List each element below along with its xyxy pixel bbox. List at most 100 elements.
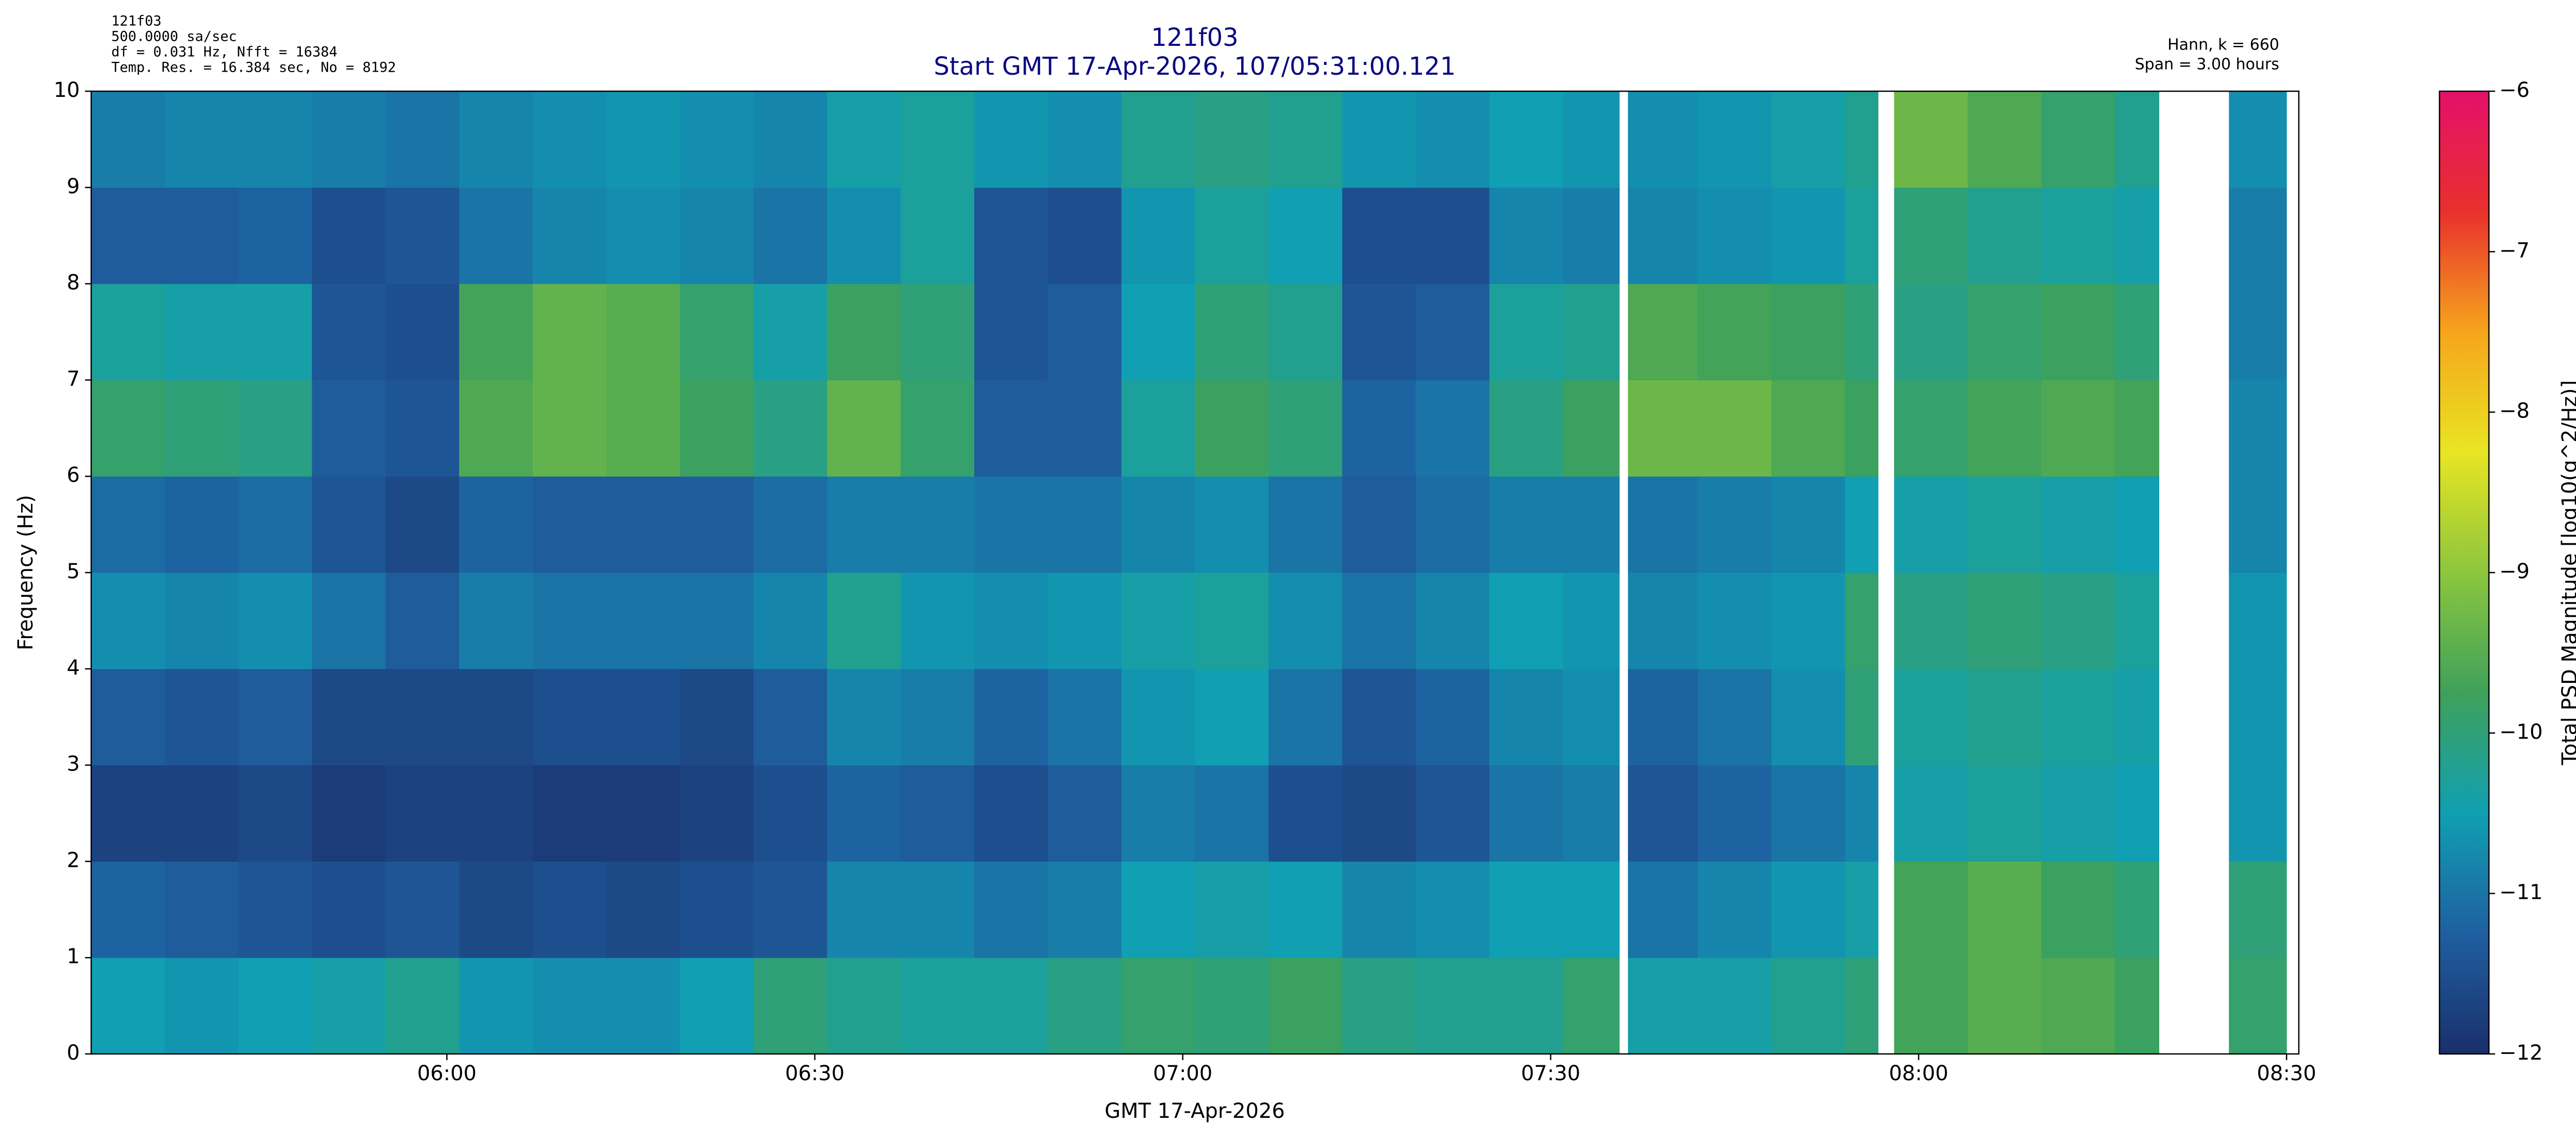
heatmap-cell bbox=[1563, 668, 1620, 766]
heatmap-cell bbox=[238, 958, 312, 1054]
heatmap-cell bbox=[680, 573, 754, 669]
heatmap-cell bbox=[1268, 476, 1343, 573]
heatmap-cell bbox=[1845, 476, 1878, 573]
heatmap-cell bbox=[2229, 765, 2287, 862]
heatmap-cell bbox=[1195, 573, 1269, 669]
heatmap-cell bbox=[1894, 958, 1968, 1054]
heatmap-cell bbox=[533, 380, 607, 477]
heatmap-cell bbox=[1698, 958, 1772, 1054]
x-tick-label: 07:00 bbox=[1153, 1062, 1212, 1085]
heatmap-cell bbox=[974, 283, 1048, 380]
heatmap-cell bbox=[1563, 573, 1620, 669]
heatmap-cell bbox=[1698, 668, 1772, 766]
heatmap-cell bbox=[238, 91, 312, 188]
heatmap-cell bbox=[1698, 476, 1772, 573]
heatmap-cell bbox=[1894, 861, 1968, 958]
heatmap-cell bbox=[974, 573, 1048, 669]
heatmap-cell bbox=[974, 958, 1048, 1054]
heatmap-cell bbox=[680, 187, 754, 284]
heatmap-cell bbox=[1121, 91, 1195, 188]
heatmap-cell bbox=[1771, 668, 1845, 766]
heatmap-cell bbox=[680, 668, 754, 766]
heatmap-cell bbox=[753, 187, 827, 284]
colorbar-tick-label: −7 bbox=[2499, 239, 2530, 262]
heatmap-cell bbox=[1771, 573, 1845, 669]
heatmap-cell bbox=[827, 668, 901, 766]
heatmap-cell bbox=[1047, 380, 1122, 477]
heatmap-cell bbox=[2229, 380, 2287, 477]
heatmap-cell bbox=[753, 283, 827, 380]
x-tick-label: 08:30 bbox=[2257, 1062, 2316, 1085]
heatmap-cell bbox=[1121, 861, 1195, 958]
heatmap-cell bbox=[1845, 380, 1878, 477]
heatmap-cell bbox=[2041, 91, 2115, 188]
heatmap-cell bbox=[1416, 283, 1490, 380]
colorbar-tick-label: −6 bbox=[2499, 78, 2530, 102]
heatmap-cell bbox=[1416, 187, 1490, 284]
heatmap-cell bbox=[1628, 573, 1699, 669]
y-tick-label: 4 bbox=[67, 656, 80, 680]
colorbar-tick-label: −8 bbox=[2499, 399, 2530, 423]
heatmap-cell bbox=[1563, 765, 1620, 862]
heatmap-cell bbox=[1489, 668, 1564, 766]
heatmap-cell bbox=[238, 573, 312, 669]
heatmap-cell bbox=[1342, 765, 1416, 862]
heatmap-cell bbox=[1047, 765, 1122, 862]
heatmap-cell bbox=[533, 573, 607, 669]
heatmap-cell bbox=[827, 861, 901, 958]
heatmap-cell bbox=[1563, 958, 1620, 1054]
heatmap-cell bbox=[1698, 380, 1772, 477]
y-tick-label: 3 bbox=[67, 752, 80, 776]
heatmap-cell bbox=[680, 765, 754, 862]
heatmap-cell bbox=[1121, 765, 1195, 862]
heatmap-cell bbox=[1489, 765, 1564, 862]
heatmap-cell bbox=[1195, 765, 1269, 862]
heatmap-cell bbox=[606, 765, 681, 862]
heatmap-cell bbox=[1968, 91, 2042, 188]
heatmap-cell bbox=[2041, 861, 2115, 958]
heatmap-cell bbox=[1268, 668, 1343, 766]
header-note: Temp. Res. = 16.384 sec, No = 8192 bbox=[111, 60, 396, 76]
heatmap-cell bbox=[1894, 91, 1968, 188]
heatmap-cell bbox=[901, 187, 975, 284]
heatmap-cell bbox=[2041, 668, 2115, 766]
heatmap-cell bbox=[1195, 668, 1269, 766]
heatmap-cell bbox=[1771, 283, 1845, 380]
heatmap-cell bbox=[533, 958, 607, 1054]
heatmap-cell bbox=[1771, 187, 1845, 284]
heatmap-cell bbox=[1489, 958, 1564, 1054]
heatmap-cell bbox=[1195, 91, 1269, 188]
heatmap-cell bbox=[1195, 380, 1269, 477]
heatmap-cell bbox=[459, 91, 533, 188]
x-tick-label: 06:30 bbox=[785, 1062, 844, 1085]
heatmap-cell bbox=[1698, 573, 1772, 669]
y-tick-label: 10 bbox=[54, 78, 80, 102]
heatmap-cell bbox=[459, 668, 533, 766]
heatmap-cell bbox=[827, 187, 901, 284]
heatmap-cell bbox=[901, 668, 975, 766]
heatmap-cell bbox=[1968, 573, 2042, 669]
heatmap-cell bbox=[606, 187, 681, 284]
heatmap-cell bbox=[238, 283, 312, 380]
heatmap-cell bbox=[459, 476, 533, 573]
heatmap-cell bbox=[827, 91, 901, 188]
x-tick-label: 06:00 bbox=[417, 1062, 477, 1085]
heatmap-cell bbox=[1894, 668, 1968, 766]
heatmap-cell bbox=[1845, 187, 1878, 284]
heatmap-cell bbox=[1047, 187, 1122, 284]
heatmap-cell bbox=[459, 187, 533, 284]
heatmap-cell bbox=[1628, 476, 1699, 573]
heatmap-cell bbox=[533, 283, 607, 380]
heatmap-cell bbox=[1628, 91, 1699, 188]
header-note: df = 0.031 Hz, Nfft = 16384 bbox=[111, 44, 337, 60]
heatmap-cell bbox=[1416, 380, 1490, 477]
heatmap-cell bbox=[2229, 187, 2287, 284]
heatmap-cell bbox=[1489, 283, 1564, 380]
heatmap-cell bbox=[2229, 861, 2287, 958]
x-tick-label: 08:00 bbox=[1889, 1062, 1948, 1085]
heatmap-cell bbox=[1771, 958, 1845, 1054]
heatmap-cell bbox=[2114, 283, 2160, 380]
heatmap-cell bbox=[91, 187, 165, 284]
y-tick-label: 5 bbox=[67, 560, 80, 583]
heatmap-cell bbox=[2114, 668, 2160, 766]
